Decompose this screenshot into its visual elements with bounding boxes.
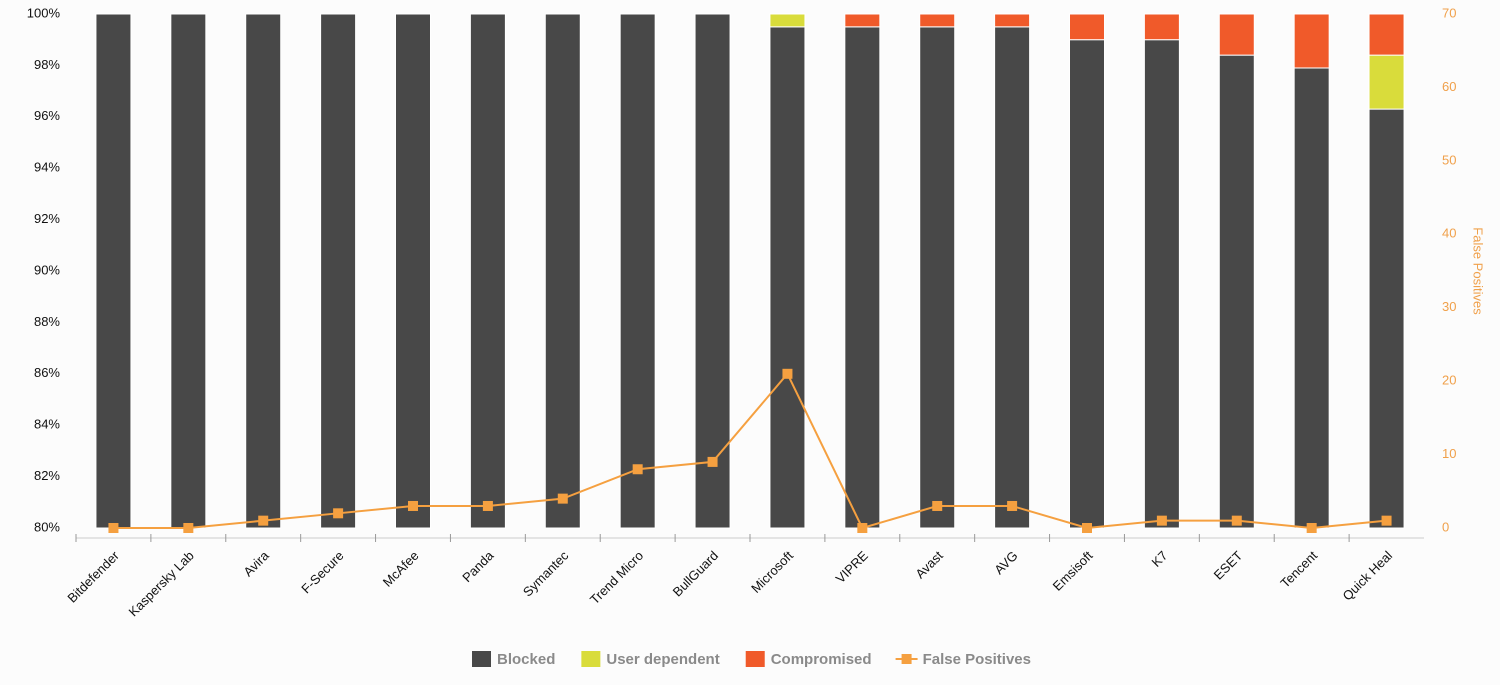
y-tick-label: 100% — [27, 5, 61, 20]
bar-segment — [1293, 67, 1330, 529]
x-tick-label: Trend Micro — [587, 548, 646, 607]
point — [782, 368, 793, 379]
y2-axis-label: False Positives — [1471, 227, 1486, 315]
bar-segment — [769, 26, 806, 529]
bar-segment — [1368, 108, 1405, 529]
bar-segment — [844, 13, 881, 28]
bar-segment — [994, 13, 1031, 28]
legend-marker — [472, 651, 491, 667]
x-tick-label: Tencent — [1277, 548, 1320, 591]
y2-tick-label: 60 — [1442, 79, 1456, 94]
bar-segment — [619, 13, 656, 529]
bar-segment — [694, 13, 731, 529]
y-tick-label: 88% — [34, 314, 60, 329]
y2-tick-label: 10 — [1442, 446, 1456, 461]
bar-segment — [170, 13, 207, 529]
legend-label: Blocked — [497, 651, 555, 668]
point — [482, 500, 493, 511]
bar-segment — [919, 26, 956, 529]
point — [1007, 500, 1018, 511]
x-tick-label: Kaspersky Lab — [125, 548, 196, 619]
bar-segment — [1069, 13, 1105, 41]
x-tick-label: Avira — [240, 547, 272, 579]
y2-tick-label: 40 — [1442, 226, 1456, 241]
x-tick-label: Symantec — [520, 548, 572, 600]
line — [113, 371, 1387, 530]
x-tick-label: F-Secure — [298, 548, 346, 596]
point — [333, 508, 344, 519]
y2-tick-label: 30 — [1442, 299, 1456, 314]
x-tick-label: Panda — [459, 547, 497, 585]
bar-segment — [1143, 39, 1180, 529]
x-tick-label: VIPRE — [833, 548, 871, 586]
y-tick-label: 92% — [34, 211, 60, 226]
bar-segment — [245, 13, 282, 529]
x-tick-label: Bitdefender — [64, 547, 122, 605]
point — [857, 523, 868, 533]
bar-segment — [919, 13, 956, 28]
bar-segment — [1143, 13, 1180, 41]
bar-segment — [95, 13, 132, 529]
point — [258, 515, 269, 526]
legend-marker — [901, 654, 912, 664]
bar-segment — [1293, 13, 1330, 69]
legend-label: False Positives — [923, 651, 1031, 668]
bar-segment — [469, 13, 506, 529]
bar-segment — [1069, 39, 1105, 529]
y-tick-label: 82% — [34, 468, 60, 483]
y2-tick-label: 0 — [1442, 519, 1449, 534]
point — [557, 493, 568, 504]
bar-segment — [1218, 54, 1255, 529]
bar-segment — [769, 13, 806, 28]
point — [1231, 515, 1242, 526]
point — [1156, 515, 1167, 526]
x-tick-label: Avast — [912, 548, 946, 582]
x-tick-label: AVG — [991, 548, 1020, 577]
y-tick-label: 84% — [34, 417, 60, 432]
y-tick-label: 94% — [34, 160, 60, 175]
point — [707, 456, 718, 467]
point — [183, 523, 194, 533]
bar-segment — [994, 26, 1031, 529]
point — [1381, 515, 1392, 526]
y-tick-label: 86% — [34, 365, 60, 380]
x-tick-label: BullGuard — [670, 548, 721, 599]
bar-segment — [1368, 54, 1405, 110]
y2-tick-label: 50 — [1442, 152, 1456, 167]
x-tick-label: ESET — [1211, 548, 1246, 583]
legend-marker — [581, 651, 601, 667]
bar-segment — [1218, 13, 1255, 56]
x-tick-label: Emsisoft — [1050, 548, 1096, 594]
y-tick-label: 96% — [34, 108, 60, 123]
legend-marker — [745, 651, 765, 667]
bar-segment — [320, 13, 357, 529]
point — [108, 523, 119, 533]
point — [632, 464, 643, 475]
x-tick-label: McAfee — [380, 548, 422, 590]
legend-label: Compromised — [771, 651, 872, 668]
bar-segment — [844, 26, 881, 529]
bar-segment — [395, 13, 431, 529]
x-tick-label: Quick Heal — [1340, 548, 1396, 604]
legend-label: User dependent — [606, 651, 719, 668]
point — [408, 500, 418, 511]
bar-segment — [544, 13, 581, 529]
x-tick-label: K7 — [1149, 548, 1171, 570]
point — [932, 500, 943, 511]
point — [1306, 523, 1317, 533]
y-tick-label: 90% — [34, 262, 60, 277]
x-tick-label: Microsoft — [748, 548, 796, 596]
point — [1082, 523, 1092, 533]
y2-tick-label: 70 — [1442, 5, 1456, 20]
y2-tick-label: 20 — [1442, 373, 1456, 388]
y-tick-label: 80% — [34, 519, 60, 534]
y-tick-label: 98% — [34, 57, 60, 72]
bar-segment — [1368, 13, 1405, 56]
